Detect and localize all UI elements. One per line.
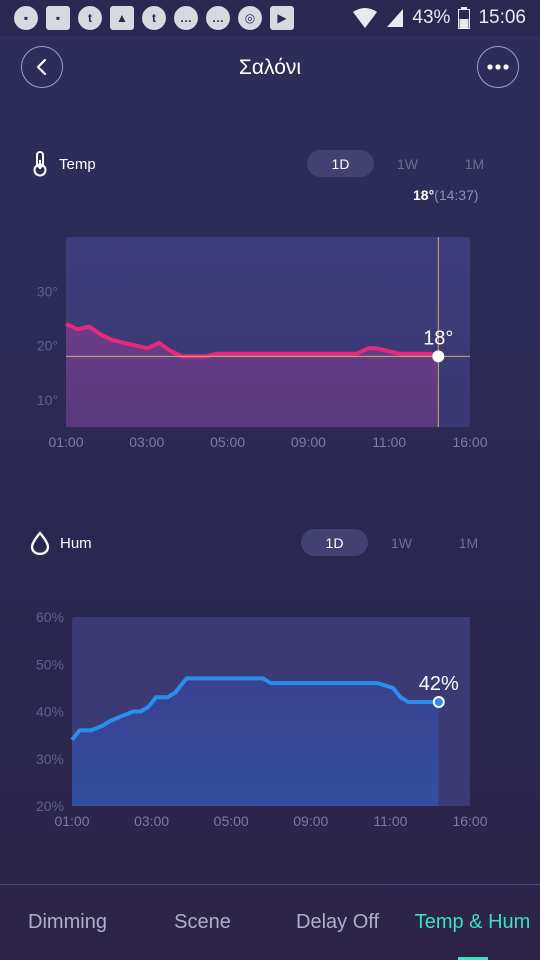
temp-label: Temp <box>59 155 96 173</box>
hum-line <box>70 676 439 742</box>
temp-section-label: Temp <box>31 151 96 177</box>
hum-section-label: Hum <box>30 531 92 555</box>
temp-x-tick-label: 11:00 <box>372 434 406 450</box>
temp-range-tabs: 1D 1W 1M <box>307 150 508 177</box>
imdb-icon: ▪ <box>46 6 70 30</box>
temp-y-tick-label: 10° <box>37 392 58 408</box>
temp-y-tick-label: 30° <box>37 283 58 299</box>
tumblr-icon: t <box>78 6 102 30</box>
chevron-left-icon <box>36 58 47 76</box>
temp-x-tick-label: 03:00 <box>129 434 164 450</box>
nav-scene[interactable]: Scene <box>135 885 270 960</box>
youtube-icon: ▶ <box>270 6 294 30</box>
temp-x-tick-label: 16:00 <box>452 434 487 450</box>
nav-temp-hum[interactable]: Temp & Hum <box>405 885 540 960</box>
hum-area <box>72 678 439 806</box>
water-drop-icon <box>30 531 50 555</box>
back-button[interactable] <box>21 46 63 88</box>
temp-y-tick-label: 20° <box>37 338 58 354</box>
hum-y-tick-label: 40% <box>36 704 64 720</box>
nav-delay-off[interactable]: Delay Off <box>270 885 405 960</box>
nav-scene-label: Scene <box>174 911 231 933</box>
hum-x-tick-label: 16:00 <box>452 813 487 829</box>
nav-delay-off-label: Delay Off <box>296 911 379 933</box>
clock: 15:06 <box>478 7 526 28</box>
bottom-nav: Dimming Scene Delay Off Temp & Hum <box>0 884 540 960</box>
temp-readout: 18°(14:37) <box>413 187 479 203</box>
notification-icons: ▪ ▪ t ▲ t … … ◎ ▶ <box>14 6 294 30</box>
active-tab-indicator <box>457 957 488 960</box>
hum-chart[interactable]: 60% 50% 40% 30% 20% 42% 01:00 03:00 05:00 09:00 11… <box>0 605 540 840</box>
hum-tab-1w[interactable]: 1W <box>391 534 412 551</box>
hum-y-tick-label: 50% <box>36 656 64 672</box>
status-bar: ▪ ▪ t ▲ t … … ◎ ▶ 43% 15:06 <box>0 0 540 36</box>
hum-x-tick-label: 03:00 <box>134 813 169 829</box>
battery-percent: 43% <box>412 7 451 28</box>
chat-icon: … <box>174 6 198 30</box>
hum-tab-1m[interactable]: 1M <box>458 534 479 551</box>
temp-x-tick-label: 09:00 <box>291 434 326 450</box>
temp-readout-value: 18° <box>413 187 435 203</box>
header: Σαλόνι <box>0 46 540 90</box>
temp-line <box>65 322 439 359</box>
hum-label: Hum <box>60 534 92 552</box>
hum-x-tick-label: 11:00 <box>373 813 407 829</box>
temp-tab-1w[interactable]: 1W <box>397 155 418 172</box>
gallery-icon: ▲ <box>110 6 134 30</box>
more-icon <box>487 64 509 70</box>
nav-temp-hum-label: Temp & Hum <box>414 911 531 933</box>
temp-tab-1d[interactable]: 1D <box>307 150 374 177</box>
temp-area <box>66 323 439 427</box>
more-options-button[interactable] <box>477 46 519 88</box>
hum-current-point <box>432 696 445 709</box>
wifi-icon <box>353 8 378 28</box>
temp-x-tick-label: 05:00 <box>210 434 245 450</box>
nav-dimming[interactable]: Dimming <box>0 885 135 960</box>
temp-current-label: 18° <box>423 327 453 349</box>
temp-readout-time: (14:37) <box>434 187 479 203</box>
hum-y-tick-label: 20% <box>36 798 64 814</box>
temp-tab-1m[interactable]: 1M <box>464 155 485 172</box>
hum-x-tick-label: 05:00 <box>214 813 249 829</box>
tubi-icon: ▪ <box>14 6 38 30</box>
hum-future-area <box>438 617 470 806</box>
hum-x-tick-label: 09:00 <box>293 813 328 829</box>
thermometer-icon <box>33 151 47 177</box>
temp-chart[interactable]: 30° 20° 10° 18° 01:00 03:00 05:00 09:00 11:00 16:… <box>0 225 540 465</box>
nav-dimming-label: Dimming <box>28 911 107 933</box>
signal-icon <box>387 9 404 27</box>
temp-x-tick-label: 01:00 <box>48 434 83 450</box>
hum-y-tick-label: 30% <box>36 751 64 767</box>
tumblr-icon: t <box>142 6 166 30</box>
hum-current-label: 42% <box>419 673 459 695</box>
hum-x-tick-label: 01:00 <box>54 813 89 829</box>
temp-current-point <box>432 350 445 363</box>
chat-icon: … <box>206 6 230 30</box>
page-title: Σαλόνι <box>238 56 302 79</box>
battery-icon <box>458 7 471 29</box>
hum-tab-1d[interactable]: 1D <box>301 529 368 556</box>
hum-range-tabs: 1D 1W 1M <box>301 529 502 556</box>
hum-y-tick-label: 60% <box>36 609 64 625</box>
chrome-icon: ◎ <box>238 6 262 30</box>
